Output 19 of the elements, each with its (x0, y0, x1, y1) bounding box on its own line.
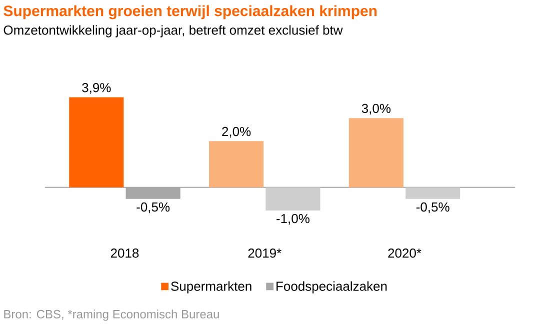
text: Bron: CBS, *raming Economisch Bureau (4, 310, 219, 321)
bar (348, 118, 404, 188)
bar (266, 187, 320, 210)
legend-label: Foodspeciaalzaken (276, 281, 387, 294)
x-tick-label: 2020* (388, 248, 422, 258)
data-label: -0,5% (416, 202, 450, 214)
x-tick-label: 2019* (248, 248, 282, 258)
chart-subtitle: Omzetontwikkeling jaar-op-jaar, betreft omzet exclusief btw (4, 25, 343, 38)
data-label: 2,0% (222, 126, 251, 138)
data-label: 3,0% (362, 104, 391, 115)
bar (406, 187, 460, 199)
data-label: -0,5% (136, 202, 170, 214)
x-tick-label: 2018 (110, 248, 139, 258)
legend-label: Supermarkten (171, 281, 252, 294)
bar (209, 141, 264, 188)
data-label: 3,9% (82, 83, 111, 94)
chart-title: Supermarkten groeien terwijl speciaalzaken krimpen (4, 5, 377, 20)
bar (69, 97, 124, 188)
data-label: -1,0% (276, 214, 310, 225)
